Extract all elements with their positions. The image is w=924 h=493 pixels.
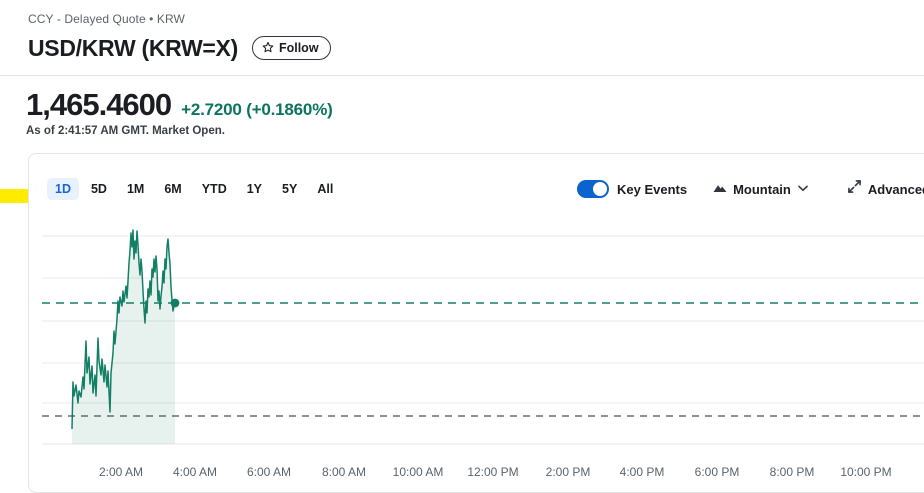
x-axis-tick-label: 4:00 AM xyxy=(172,465,218,479)
toggle-switch-on[interactable] xyxy=(577,180,609,198)
star-outline-icon xyxy=(262,41,274,56)
quote-price: 1,465.4600 xyxy=(26,87,172,122)
key-events-toggle[interactable]: Key Events xyxy=(577,180,687,198)
symbol-title-row: USD/KRW (KRW=X) Follow xyxy=(28,34,924,62)
quote-price-change: +2.7200 (+0.1860%) xyxy=(181,100,333,119)
x-axis-tick-label: 4:00 PM xyxy=(619,465,665,479)
range-tab-1m[interactable]: 1M xyxy=(119,178,152,200)
x-axis-tick-label: 10:00 PM xyxy=(840,465,892,479)
price-block: 1,465.4600 +2.7200 (+0.1860%) As of 2:41… xyxy=(0,76,924,203)
quote-header: CCY - Delayed Quote • KRW USD/KRW (KRW=X… xyxy=(0,0,924,62)
chart-area-fill xyxy=(72,230,175,444)
key-events-label: Key Events xyxy=(617,181,688,197)
mountain-icon xyxy=(713,180,727,198)
exchange-info: CCY - Delayed Quote • KRW xyxy=(28,12,185,26)
range-tab-group: 1D 5D 1M 6M YTD 1Y 5Y All xyxy=(47,178,341,200)
follow-button[interactable]: Follow xyxy=(251,36,331,60)
x-axis-tick-label: 2:00 AM xyxy=(98,465,144,479)
chart-svg xyxy=(42,229,924,445)
price-row: 1,465.4600 +2.7200 (+0.1860%) xyxy=(26,88,924,122)
chart-toolbar: 1D 5D 1M 6M YTD 1Y 5Y All Key Events xyxy=(29,154,924,212)
header-divider xyxy=(0,75,924,76)
chart-toolbar-right: Key Events Mountain xyxy=(577,180,924,198)
x-axis-tick-label: 12:00 PM xyxy=(467,465,519,479)
range-tab-6m[interactable]: 6M xyxy=(156,178,189,200)
chart-type-label: Mountain xyxy=(733,181,791,197)
range-tab-1d[interactable]: 1D xyxy=(47,178,79,200)
x-axis-tick-label: 2:00 PM xyxy=(545,465,591,479)
chart-current-price-marker xyxy=(170,298,180,308)
page-title: USD/KRW (KRW=X) xyxy=(28,35,238,61)
chart-x-axis: 2:00 AM 4:00 AM 6:00 AM 8:00 AM 10:00 AM 12:0… xyxy=(29,457,924,491)
advanced-chart-link[interactable]: Advanced C xyxy=(847,180,924,198)
advanced-chart-label: Advanced C xyxy=(867,181,924,197)
expand-diagonal-icon xyxy=(847,180,861,198)
chart-card: 1D 5D 1M 6M YTD 1Y 5Y All Key Events xyxy=(28,153,924,493)
x-axis-tick-label: 6:00 PM xyxy=(694,465,740,479)
quote-timestamp: As of 2:41:57 AM GMT. Market Open. xyxy=(26,125,225,137)
range-tab-5d[interactable]: 5D xyxy=(83,178,115,200)
x-axis-tick-label: 10:00 AM xyxy=(392,465,444,479)
chevron-down-icon xyxy=(798,184,808,195)
toggle-knob xyxy=(593,182,607,196)
range-tab-all[interactable]: All xyxy=(309,178,341,200)
x-axis-tick-label: 8:00 AM xyxy=(321,465,367,479)
x-axis-tick-label: 6:00 AM xyxy=(246,465,292,479)
range-tab-1y[interactable]: 1Y xyxy=(239,178,270,200)
x-axis-tick-label: 8:00 PM xyxy=(769,465,815,479)
chart-price-line xyxy=(71,229,176,430)
chart-type-selector[interactable]: Mountain xyxy=(713,180,808,198)
price-chart[interactable]: 2:00 AM 4:00 AM 6:00 AM 8:00 AM 10:00 AM 12:0… xyxy=(29,212,924,492)
range-tab-ytd[interactable]: YTD xyxy=(194,178,235,200)
range-tab-5y[interactable]: 5Y xyxy=(274,178,305,200)
follow-button-label: Follow xyxy=(278,41,319,55)
